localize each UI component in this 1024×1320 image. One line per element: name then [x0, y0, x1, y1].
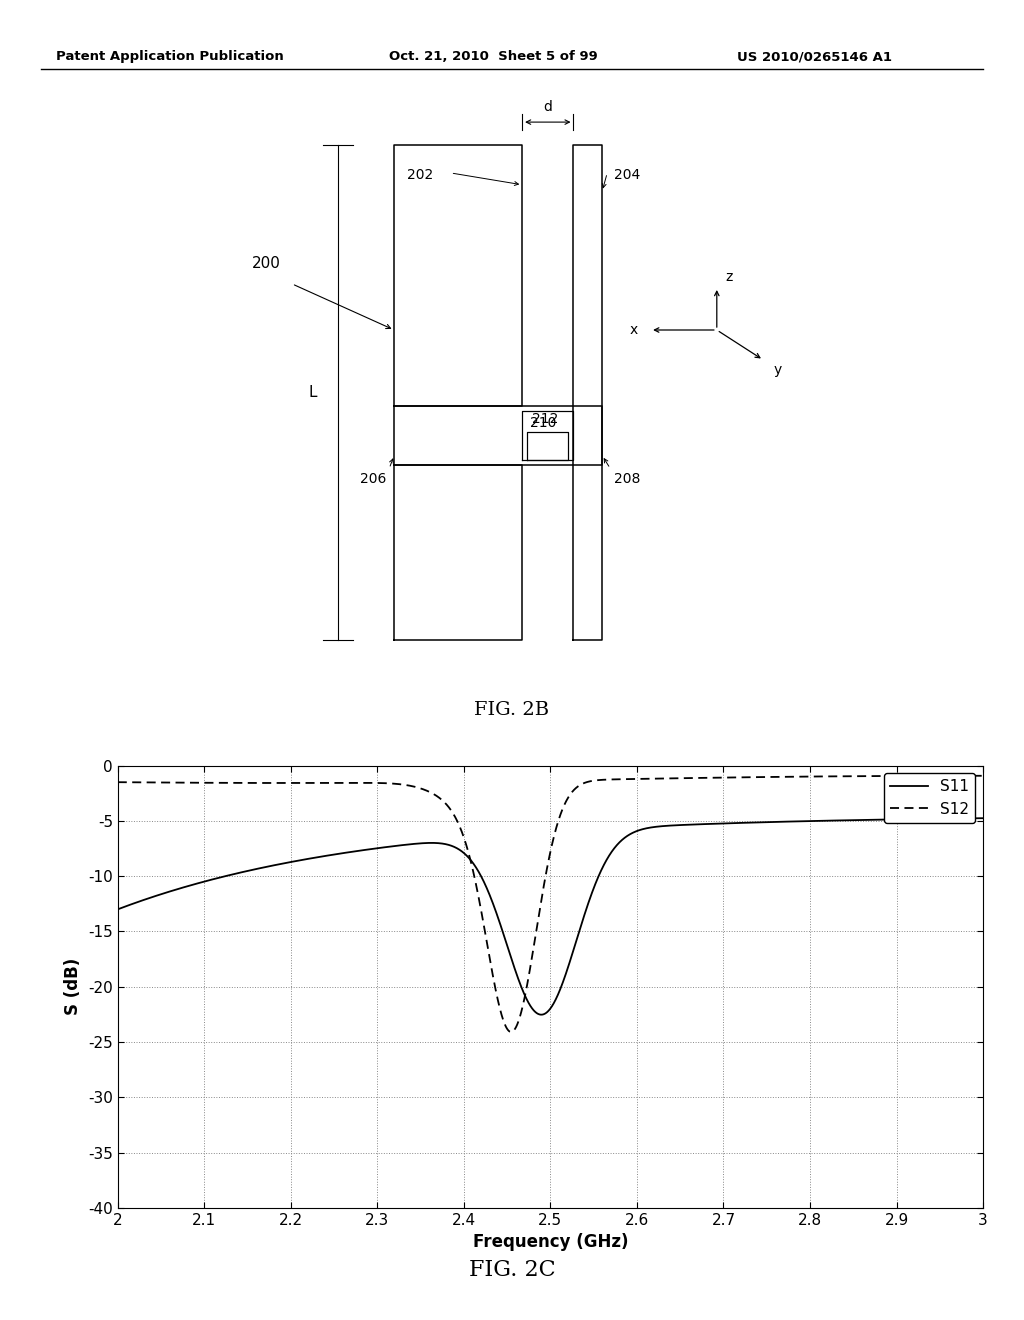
S11 [522, 995, 535, 1011]
Text: 206: 206 [359, 471, 386, 486]
Text: z: z [725, 269, 732, 284]
S11 [112, 902, 124, 917]
Text: FIG. 2B: FIG. 2B [474, 701, 550, 719]
Text: 208: 208 [614, 471, 641, 486]
S12 [112, 775, 124, 791]
Text: FIG. 2C: FIG. 2C [469, 1259, 555, 1280]
Line: S11: S11 [118, 818, 983, 1015]
Text: y: y [774, 363, 782, 378]
S12 [523, 966, 536, 982]
Text: d: d [544, 100, 552, 115]
Legend: S11, S12: S11, S12 [884, 774, 976, 824]
Text: Patent Application Publication: Patent Application Publication [56, 50, 284, 63]
Text: 212: 212 [532, 412, 559, 425]
S12 [977, 768, 989, 784]
S11 [536, 1007, 548, 1023]
S12 [475, 903, 487, 919]
Line: S12: S12 [118, 776, 983, 1032]
S11 [475, 869, 487, 884]
Text: US 2010/0265146 A1: US 2010/0265146 A1 [737, 50, 892, 63]
S11 [950, 810, 963, 826]
S12 [950, 768, 963, 784]
S12 [907, 768, 920, 784]
S11 [977, 810, 989, 826]
Text: 202: 202 [407, 169, 433, 182]
S11 [740, 814, 753, 830]
X-axis label: Frequency (GHz): Frequency (GHz) [473, 1233, 628, 1251]
S12 [977, 768, 989, 784]
S12 [482, 942, 495, 958]
Text: x: x [630, 323, 638, 337]
Text: Oct. 21, 2010  Sheet 5 of 99: Oct. 21, 2010 Sheet 5 of 99 [389, 50, 598, 63]
S11 [907, 812, 920, 828]
S11 [482, 883, 495, 899]
S12 [505, 1024, 517, 1040]
Text: 200: 200 [252, 256, 281, 272]
Text: 210: 210 [530, 417, 557, 430]
Y-axis label: S (dB): S (dB) [65, 958, 83, 1015]
S12 [740, 770, 753, 785]
Text: 204: 204 [614, 169, 641, 182]
Text: L: L [309, 385, 317, 400]
